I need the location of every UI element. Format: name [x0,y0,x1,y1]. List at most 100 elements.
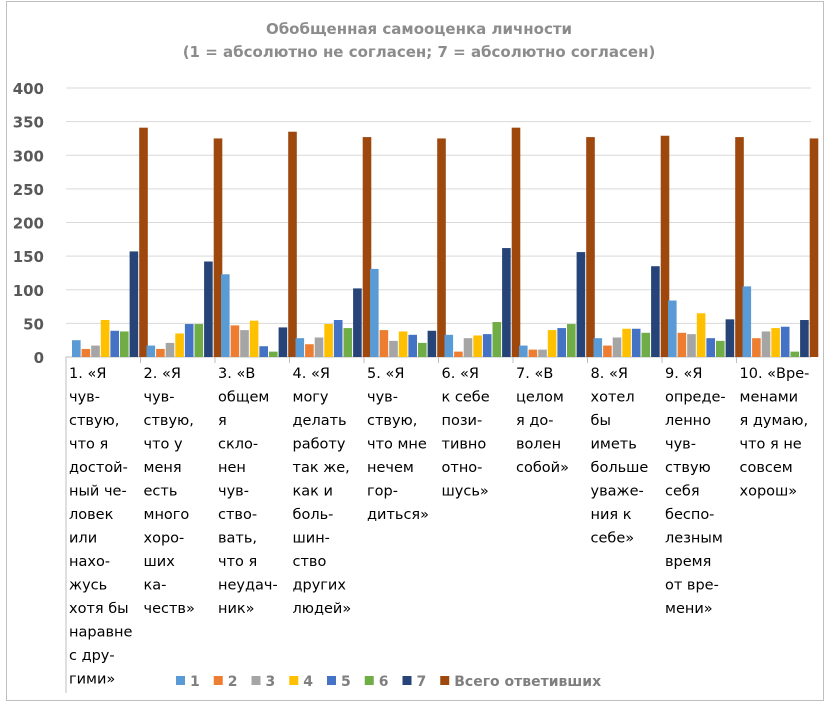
bar-5 [110,330,119,357]
bars [72,127,819,358]
bar-6 [790,351,800,357]
bar-1 [146,345,156,357]
legend-swatch [402,676,412,685]
bar-5 [408,334,417,357]
legend-label: 5 [341,674,351,690]
bar-7 [129,251,139,357]
bar-7 [427,330,437,357]
bar-5 [184,324,194,357]
y-tick-label: 300 [13,147,44,165]
bar-7 [725,319,735,357]
bar-7 [204,261,213,357]
category-label: 1. «Я чув-ствую, что я достой-ный че-ловек и… [69,366,132,688]
bar-7 [278,327,288,357]
bar-4 [249,320,259,357]
bar-1 [593,338,603,357]
bar-2 [81,348,91,357]
category-label: 7. «В целом я до-волен собой» [516,366,569,476]
bar-6 [492,322,502,357]
legend-swatch [251,676,261,685]
bar-4 [324,324,333,357]
bar-5 [482,334,492,357]
legend-label: 1 [190,674,200,690]
legend: 1 2 3 4 5 6 7 Всего ответивших [176,674,601,690]
y-axis-ticks: 0 50 100 150 200 250 300 350 400 [13,80,44,367]
chart-subtitle: (1 = абсолютно не согласен; 7 = абсолютн… [183,43,656,61]
bar-8 [511,127,521,358]
bar-6 [194,324,204,357]
bar-1 [370,268,379,357]
bar-2 [528,349,538,357]
bar-5 [557,328,566,357]
category-label: 3. «В общем я скло-нен чув-ство-вать, что я не… [218,366,278,617]
bar-2 [603,345,612,357]
bar-8 [437,138,446,357]
category-labels: 1. «Я чув-ствую, что я достой-ный че-ловек и… [69,366,809,688]
category-label: 6. «Я к себе пози-тивно отно-шусь» [442,366,490,500]
bar-2 [677,332,687,357]
bar-2 [156,348,165,357]
bar-8 [660,135,670,357]
category-separators [65,357,737,693]
bar-8 [586,137,595,357]
legend-label: 7 [417,674,427,690]
bar-3 [165,342,175,357]
bar-5 [780,326,790,357]
bar-2 [752,338,761,357]
bar-8 [735,137,744,357]
y-tick-label: 350 [13,114,44,132]
category-label: 10. «Вре-менами я думаю, что я не совсем хор… [740,366,810,500]
bar-6 [269,351,278,357]
bar-1 [72,340,81,357]
y-tick-label: 200 [13,215,44,233]
bar-1 [668,300,677,357]
legend-label: 4 [303,674,313,690]
bar-3 [91,345,100,357]
bar-3 [389,340,398,357]
bar-4 [175,333,184,357]
y-tick-label: 250 [13,181,44,199]
bar-4 [771,328,780,357]
bar-3 [761,331,771,357]
bar-6 [120,331,129,357]
bar-5 [259,346,268,357]
bar-2 [305,344,314,357]
bar-5 [333,320,343,357]
legend-label: 3 [266,674,276,690]
y-tick-label: 0 [34,349,44,367]
bar-8 [809,138,819,357]
bar-3 [687,334,696,357]
bar-3 [463,338,473,357]
bar-7 [502,248,511,357]
legend-swatch [327,676,336,685]
bar-3 [612,337,622,357]
bar-3 [240,330,249,357]
legend-swatch [440,676,450,685]
chart-title: Обобщенная самооценка личности [266,20,572,38]
legend-swatch [289,676,299,685]
bar-8 [288,131,297,357]
legend-swatch [364,676,374,685]
bar-8 [213,138,223,357]
bar-2 [230,325,240,357]
bar-4 [547,330,557,357]
bar-4 [100,320,110,357]
bar-7 [576,252,586,357]
bar-6 [716,340,725,357]
legend-swatch [176,676,185,685]
y-tick-label: 50 [23,315,44,333]
bar-7 [651,266,660,357]
bar-7 [353,288,362,357]
category-label: 5. «Я чув-ствую, что мне нечем гор-диться» [367,366,429,523]
y-tick-label: 150 [13,248,44,266]
bar-2 [454,351,463,357]
bar-1 [295,338,305,357]
bar-5 [706,338,715,357]
y-tick-label: 400 [13,80,44,98]
bar-2 [379,330,389,357]
category-label: 4. «Я могу делать работу так же, как и боль-ши… [293,366,352,617]
bar-4 [622,328,631,357]
bar-7 [800,320,809,357]
bar-4 [696,313,706,357]
